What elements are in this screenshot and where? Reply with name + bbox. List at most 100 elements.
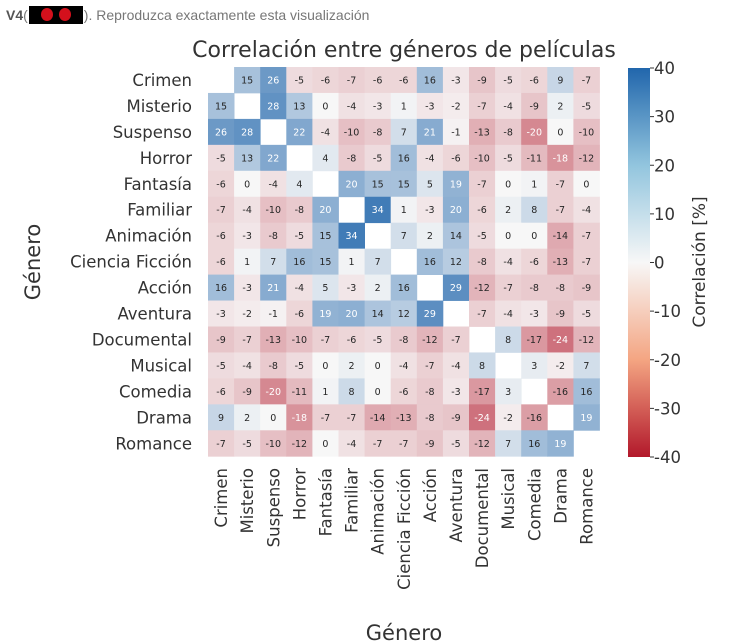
cell-value-label: -6	[451, 153, 460, 164]
cell-value-label: -13	[396, 413, 412, 424]
heatmap-cell	[390, 170, 418, 198]
heatmap-cell	[469, 144, 496, 172]
cell-value-label: 16	[424, 75, 436, 86]
heatmap-cell	[260, 378, 287, 405]
cell-value-label: -2	[242, 309, 251, 320]
cell-value-label: -5	[373, 335, 382, 346]
cell-value-label: -7	[582, 231, 591, 242]
cell-value-label: -8	[503, 127, 512, 138]
heatmap-cell	[338, 430, 365, 457]
heatmap-cell	[573, 92, 600, 120]
heatmap-cell	[390, 326, 418, 353]
heatmap-cell	[312, 196, 339, 224]
heatmap-cell	[364, 248, 392, 275]
cell-value-label: 1	[349, 257, 355, 268]
heatmap-cell	[286, 92, 313, 120]
cell-value-label: 1	[244, 257, 250, 268]
x-tick-label: Crimen	[212, 468, 231, 528]
cell-value-label: 14	[372, 309, 384, 320]
cell-value-label: -7	[242, 335, 251, 346]
cell-value-label: 0	[322, 101, 328, 112]
x-tick-label: Drama	[551, 468, 570, 524]
cell-value-label: -10	[292, 335, 308, 346]
cell-value-label: 0	[270, 413, 276, 424]
heatmap-cell	[416, 170, 444, 198]
heatmap-cell	[416, 196, 444, 224]
cell-value-label: 7	[270, 257, 276, 268]
cell-value-label: -3	[425, 101, 434, 112]
cell-value-label: 15	[215, 101, 227, 112]
y-tick-label: Aventura	[117, 305, 192, 324]
cell-value-label: -4	[242, 205, 251, 216]
cell-value-label: -6	[477, 205, 486, 216]
colorbar-tick-label: -20	[654, 351, 681, 370]
cell-value-label: 9	[218, 413, 224, 424]
heatmap-cell	[234, 196, 261, 224]
heatmap-cell	[521, 326, 548, 353]
x-tick-label: Familiar	[343, 468, 362, 533]
heatmap-cell	[469, 352, 496, 379]
heatmap-cell	[234, 144, 261, 172]
heatmap-cell	[521, 430, 548, 457]
cell-value-label: -4	[582, 205, 591, 216]
cell-value-label: -7	[399, 439, 408, 450]
heatmap-cell	[208, 144, 235, 172]
heatmap-cell	[260, 248, 287, 275]
cell-value-label: -8	[530, 283, 539, 294]
colorbar-ticks: 40 30 20 10 0 -10 -20 -30 -40	[650, 59, 681, 467]
cell-value-label: -7	[216, 205, 225, 216]
heatmap-cell	[312, 248, 339, 275]
cell-value-label: -4	[399, 361, 408, 372]
cell-value-label: -6	[399, 387, 408, 398]
cell-value-label: -10	[579, 127, 595, 138]
colorbar	[628, 68, 650, 457]
cell-value-label: 16	[424, 257, 436, 268]
cell-value-label: 13	[241, 153, 253, 164]
heatmap-cell	[286, 118, 313, 146]
heatmap-cell	[364, 274, 392, 301]
heatmap-cell	[260, 144, 287, 172]
red-figure-thumbnail-icon	[28, 6, 83, 24]
cell-value-label: -11	[292, 387, 308, 398]
heatmap-cell	[390, 274, 418, 301]
cell-value-label: 2	[505, 205, 511, 216]
heatmap-cell	[469, 378, 496, 405]
cell-value-label: 15	[319, 257, 331, 268]
heatmap-cell	[234, 67, 261, 94]
cell-value-label: -7	[216, 439, 225, 450]
cell-value-label: -10	[265, 205, 281, 216]
heatmap-cell	[286, 196, 313, 224]
heatmap-cell	[364, 404, 392, 431]
cell-value-label: 7	[401, 231, 407, 242]
cell-value-label: 7	[375, 257, 381, 268]
cell-value-label: -11	[526, 153, 542, 164]
cell-value-label: -3	[373, 101, 382, 112]
heatmap-cell	[547, 352, 574, 379]
cell-value-label: -4	[295, 283, 304, 294]
cell-value-label: 16	[215, 283, 227, 294]
heatmap-cell	[364, 430, 392, 457]
heatmap-cell	[469, 118, 496, 146]
cell-value-label: 26	[215, 127, 227, 138]
heatmap-cell	[260, 300, 287, 327]
cell-value-label: 4	[322, 153, 328, 164]
x-tick-label: Suspenso	[264, 468, 283, 547]
heatmap-cell	[469, 300, 496, 327]
heatmap-cell	[390, 92, 418, 120]
heatmap-cell	[286, 222, 313, 250]
cell-value-label: 8	[479, 361, 485, 372]
heatmap-cell	[208, 430, 235, 457]
cell-value-label: 16	[293, 257, 305, 268]
heatmap-cell	[234, 326, 261, 353]
cell-value-label: 1	[322, 387, 328, 398]
heatmap-cell	[547, 118, 574, 146]
heatmap-cell	[390, 378, 418, 405]
heatmap-cell	[469, 92, 496, 120]
cell-value-label: -4	[425, 153, 434, 164]
heatmap-cell	[547, 378, 574, 405]
cell-value-label: 0	[505, 179, 511, 190]
heatmap-cell	[234, 118, 261, 146]
heatmap-cell	[286, 248, 313, 275]
cell-value-label: 0	[557, 127, 563, 138]
cell-value-label: 2	[427, 231, 433, 242]
